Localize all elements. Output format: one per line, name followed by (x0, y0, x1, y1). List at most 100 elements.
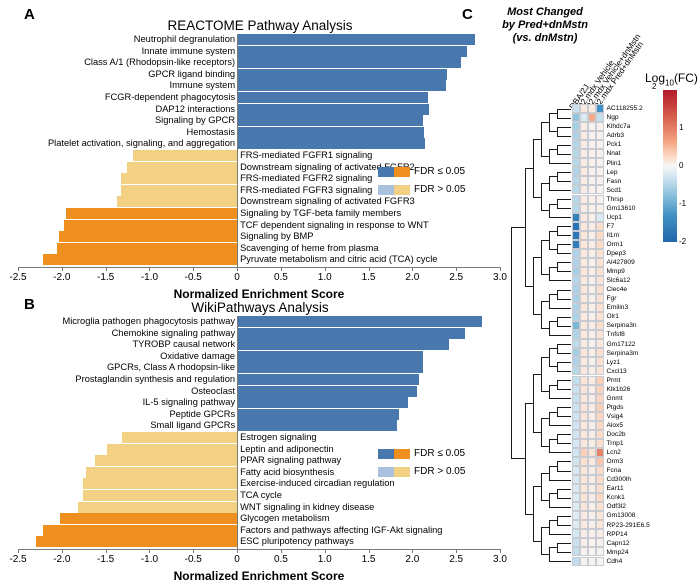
x-axis-tick-label: 0 (234, 554, 240, 565)
panel-a-letter: A (24, 6, 35, 23)
heatmap-cell (596, 230, 604, 240)
pathway-label: ESC pluripotency pathways (240, 536, 354, 547)
heatmap-cell (580, 384, 588, 394)
dendrogram-branch (549, 348, 557, 350)
dendrogram-branch (557, 108, 571, 110)
heatmap-cell (580, 122, 588, 132)
x-axis-tick (237, 267, 239, 271)
heatmap-cell (596, 420, 604, 430)
panel-c-title-line3: (vs. dnMstn) (512, 32, 578, 44)
pathway-label: Estrogen signaling (240, 432, 317, 442)
heatmap-cell (596, 285, 604, 295)
heatmap-cell (580, 411, 588, 421)
bar-row: Scavenging of heme from plasma (0, 242, 700, 254)
heatmap-cell (572, 266, 580, 276)
heatmap-cell (572, 221, 580, 231)
legend-swatch-pos-ns (378, 184, 394, 195)
enrichment-bar (237, 68, 448, 80)
dendrogram-branch (533, 540, 541, 542)
legend-row-significant: FDR ≤ 0.05 (378, 445, 465, 459)
heatmap-cell (580, 502, 588, 512)
heatmap-cell (572, 131, 580, 141)
heatmap-cell (596, 248, 604, 258)
dendrogram-branch (549, 266, 550, 281)
heatmap-cell (588, 266, 596, 276)
dendrogram-branch (549, 547, 557, 549)
bar-row: GPCRs, Class A rhodopsin-like (0, 362, 700, 374)
dendrogram-branch (549, 438, 550, 453)
heatmap-cell (580, 312, 588, 322)
colorbar-title: Log10(FC) (645, 71, 698, 88)
dendrogram-branch (557, 416, 571, 418)
heatmap-row-label: Mmp24 (606, 548, 629, 556)
dendrogram-branch (511, 226, 512, 459)
pathway-label: FRS-mediated FGFR3 signaling (240, 184, 373, 195)
dendrogram-branch (557, 434, 558, 444)
dendrogram-branch (557, 199, 571, 200)
dendrogram-branch (533, 374, 534, 433)
pathway-label: Factors and pathways affecting IGF-Akt s… (240, 524, 443, 535)
dendrogram-branch (557, 244, 558, 254)
heatmap-row-label: Clec4e (606, 286, 628, 294)
heatmap-row-label: Nnat (606, 150, 621, 158)
bar-row: FRS-mediated FGFR1 signaling (0, 150, 700, 161)
heatmap-cell (572, 493, 580, 503)
dendrogram-branch (549, 384, 557, 386)
heatmap-row-label: Adrb3 (606, 132, 625, 140)
x-axis-tick-label: 2.0 (405, 272, 420, 283)
dendrogram-branch (549, 176, 557, 178)
dendrogram-branch (541, 527, 549, 528)
heatmap-row-label: Odf3l2 (606, 503, 626, 511)
bar-row: Signaling by TGF-beta family members (0, 208, 700, 219)
enrichment-bar (63, 219, 238, 231)
dendrogram-branch (557, 117, 571, 119)
pathway-label: Hemostasis (186, 126, 236, 137)
heatmap-cell (596, 538, 604, 548)
dendrogram-branch (549, 520, 550, 534)
heatmap-row-label: Il1rn (606, 231, 620, 239)
dendrogram-branch (549, 506, 571, 508)
heatmap-cell (596, 113, 604, 123)
colorbar-tick-label: 0 (679, 161, 684, 170)
heatmap-cell (596, 194, 604, 204)
heatmap-cell (588, 420, 596, 430)
pathway-label: FCGR-dependent phagocytosis (104, 92, 236, 102)
enrichment-bar (237, 316, 482, 327)
heatmap-cell (596, 266, 604, 276)
heatmap-cell (588, 221, 596, 231)
dendrogram-branch (549, 307, 571, 309)
bar-row: Microglia pathogen phagocytosis pathway (0, 316, 700, 327)
enrichment-bar (237, 408, 400, 420)
heatmap-row-label: Mmp9 (606, 268, 625, 276)
x-axis-tick (500, 267, 501, 271)
dendrogram-branch (549, 189, 571, 191)
heatmap-row-label: Lyz1 (606, 358, 621, 366)
heatmap-row-label: RPP14 (606, 530, 628, 538)
x-axis-tick (193, 549, 195, 553)
heatmap-cell (572, 113, 580, 123)
dendrogram-branch (557, 488, 558, 498)
heatmap-row-label: Klk1b26 (606, 385, 631, 393)
dendrogram-branch (549, 493, 550, 507)
heatmap-cell (588, 429, 596, 439)
x-axis-tick (149, 549, 151, 553)
x-axis-tick-label: -2.5 (9, 272, 27, 283)
pathway-label: FRS-mediated FGFR2 signaling (240, 173, 373, 184)
x-axis-tick (280, 549, 282, 553)
dendrogram-branch (541, 418, 542, 446)
dendrogram-branch (557, 208, 571, 209)
dendrogram-branch (541, 183, 549, 184)
pathway-label: GPCRs, Class A rhodopsin-like (106, 362, 236, 373)
dendrogram-branch (541, 239, 549, 241)
colorbar-tick-label: -2 (679, 237, 687, 246)
heatmap-cell (580, 339, 588, 349)
dendrogram-branch (533, 486, 534, 541)
dendrogram-branch (541, 445, 549, 447)
heatmap-cell (596, 484, 604, 494)
dendrogram-branch (557, 524, 571, 526)
dendrogram-branch (549, 479, 571, 481)
heatmap-cell (580, 194, 588, 204)
panel-c-title: Most Changed by Pred+dnMstn (vs. dnMstn) (480, 6, 610, 45)
dendrogram-branch (557, 343, 558, 353)
x-axis-tick (500, 549, 501, 553)
